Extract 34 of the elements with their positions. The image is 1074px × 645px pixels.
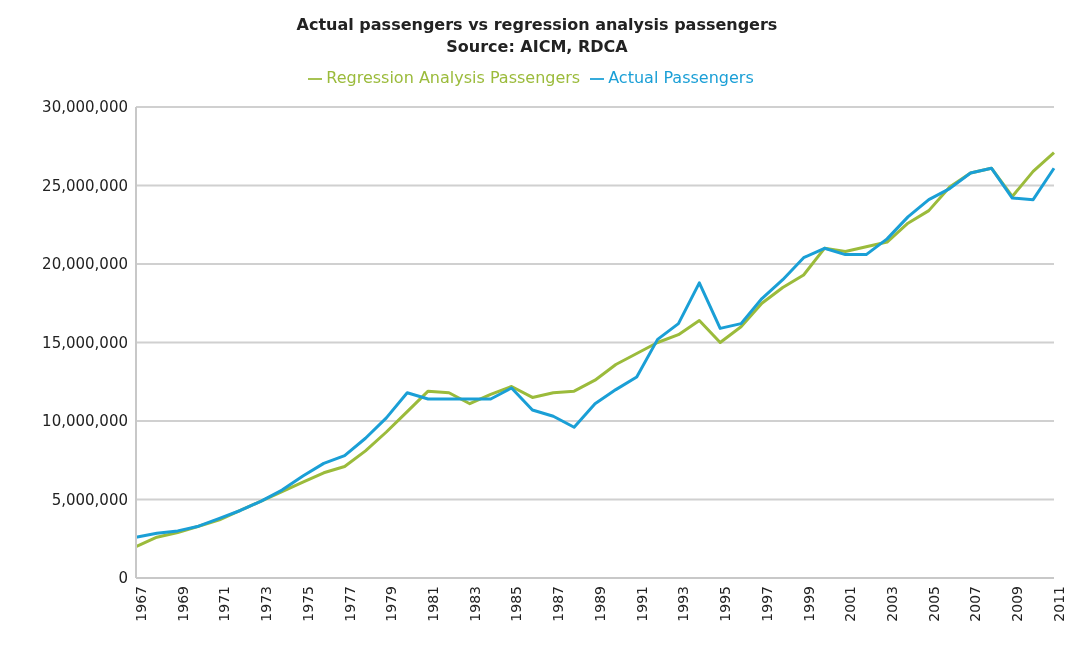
x-tick-label: 1995 <box>717 586 734 622</box>
x-tick-label: 1973 <box>258 586 275 622</box>
x-tick-label: 1969 <box>174 586 191 622</box>
x-tick-label: 1997 <box>758 586 775 622</box>
x-tick-label: 1991 <box>633 586 650 622</box>
y-tick-label: 0 <box>118 569 128 588</box>
chart-title: Actual passengers vs regression analysis passengers <box>295 14 779 36</box>
x-tick-label: 1985 <box>508 586 525 622</box>
y-tick-label: 20,000,000 <box>42 255 128 274</box>
x-tick-label: 1979 <box>383 586 400 622</box>
x-tick-label: 1993 <box>675 586 692 622</box>
x-tick-label: 1987 <box>550 586 567 622</box>
x-tick-label: 1967 <box>132 586 149 622</box>
x-tick-label: 2003 <box>884 586 901 622</box>
y-tick-label: 5,000,000 <box>51 490 128 509</box>
legend-label: Regression Analysis Passengers <box>326 68 581 87</box>
x-tick-label: 2001 <box>842 586 859 622</box>
x-tick-label: 2011 <box>1050 586 1067 622</box>
y-tick-label: 15,000,000 <box>42 333 128 352</box>
y-tick-label: 25,000,000 <box>42 176 128 195</box>
legend-label: Actual Passengers <box>608 68 754 87</box>
x-tick-label: 1999 <box>800 586 817 622</box>
x-tick-label: 1983 <box>466 586 483 622</box>
source-note: Source: AICM, RDCA <box>445 36 629 58</box>
x-tick-label: 1989 <box>591 586 608 622</box>
y-tick-label: 10,000,000 <box>42 412 128 431</box>
x-tick-label: 1975 <box>299 586 316 622</box>
x-tick-label: 2009 <box>1009 586 1026 622</box>
x-tick-label: 1971 <box>216 586 233 622</box>
x-tick-label: 1981 <box>425 586 442 622</box>
x-tick-label: 1977 <box>341 586 358 622</box>
y-tick-label: 30,000,000 <box>42 98 128 117</box>
x-tick-label: 2007 <box>967 586 984 622</box>
x-tick-label: 2005 <box>925 586 942 622</box>
